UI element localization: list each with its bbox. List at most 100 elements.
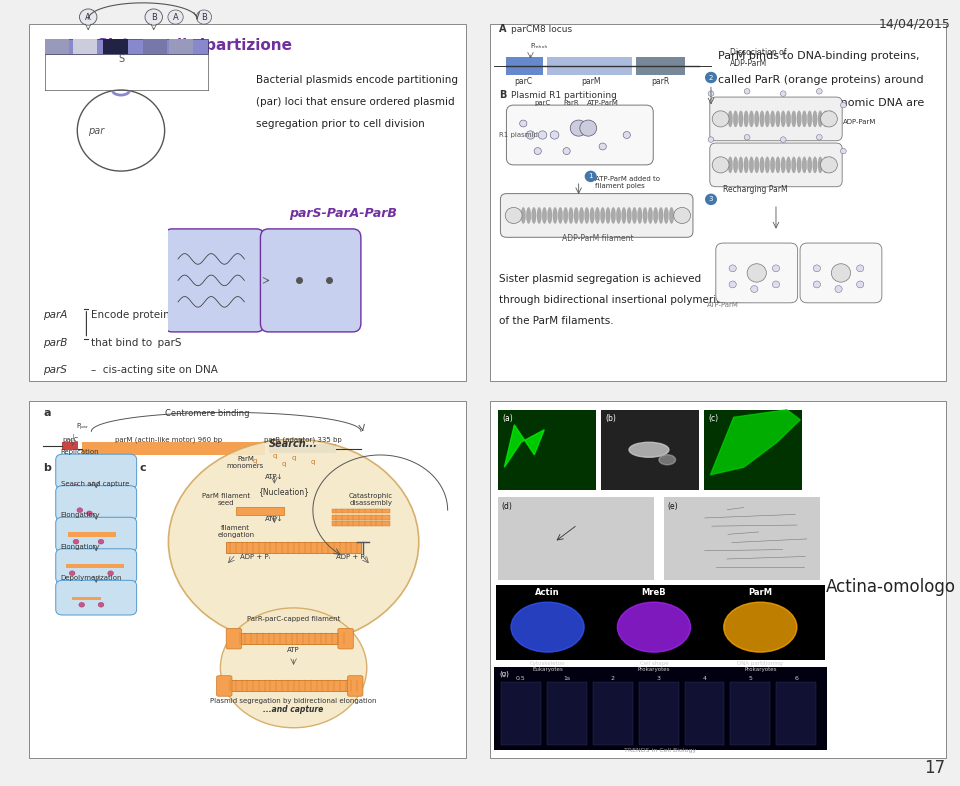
Text: parA: parA xyxy=(43,310,67,320)
Text: ADP-ParM filament: ADP-ParM filament xyxy=(562,233,634,243)
Text: ParR: ParR xyxy=(564,100,579,106)
Bar xyxy=(601,410,699,490)
Bar xyxy=(68,532,116,537)
Ellipse shape xyxy=(553,208,557,223)
Text: MreB: MreB xyxy=(641,589,666,597)
Text: 1: 1 xyxy=(588,174,593,179)
Bar xyxy=(636,57,684,75)
Ellipse shape xyxy=(629,443,669,457)
Ellipse shape xyxy=(558,208,563,223)
FancyBboxPatch shape xyxy=(217,676,232,696)
Text: Plasmid segregation by bidirectional elongation: Plasmid segregation by bidirectional elo… xyxy=(210,697,377,703)
Ellipse shape xyxy=(807,111,812,127)
Ellipse shape xyxy=(733,111,737,127)
Bar xyxy=(82,443,265,455)
Bar xyxy=(44,39,208,53)
Ellipse shape xyxy=(824,157,828,173)
Ellipse shape xyxy=(771,157,775,173)
Ellipse shape xyxy=(818,157,823,173)
Circle shape xyxy=(813,265,821,272)
Ellipse shape xyxy=(818,111,823,127)
Text: (c): (c) xyxy=(708,413,719,423)
Circle shape xyxy=(168,439,419,645)
Text: b: b xyxy=(43,463,51,472)
Text: Recharging ParM: Recharging ParM xyxy=(723,185,787,194)
Text: parS: parS xyxy=(43,365,67,375)
Text: (par) loci that ensure ordered plasmid: (par) loci that ensure ordered plasmid xyxy=(256,97,455,107)
Polygon shape xyxy=(504,424,544,467)
Text: (g): (g) xyxy=(499,671,509,678)
Circle shape xyxy=(221,608,367,728)
Circle shape xyxy=(816,89,822,94)
Ellipse shape xyxy=(765,111,770,127)
Text: ...and capture: ...and capture xyxy=(263,705,324,714)
Ellipse shape xyxy=(585,208,589,223)
Text: Plasmid R1 partitioning: Plasmid R1 partitioning xyxy=(512,91,617,100)
Text: ATP-ParM: ATP-ParM xyxy=(587,100,618,106)
Text: par: par xyxy=(88,126,105,135)
Text: segregation prior to cell division: segregation prior to cell division xyxy=(256,119,424,129)
Ellipse shape xyxy=(537,208,541,223)
Circle shape xyxy=(196,10,211,24)
Text: Depolymerization: Depolymerization xyxy=(60,575,122,581)
Text: parM: parM xyxy=(581,77,600,86)
Text: ParR-parC-capped filament: ParR-parC-capped filament xyxy=(247,615,340,622)
Ellipse shape xyxy=(744,157,748,173)
FancyBboxPatch shape xyxy=(800,243,882,303)
Text: coiled: coiled xyxy=(718,122,751,132)
Text: called ParR (orange proteins) around: called ParR (orange proteins) around xyxy=(718,75,924,85)
Bar xyxy=(227,681,361,692)
Text: ParM
monomers: ParM monomers xyxy=(227,456,264,468)
Text: Actina-omologo: Actina-omologo xyxy=(826,578,956,596)
Ellipse shape xyxy=(643,208,647,223)
Circle shape xyxy=(145,9,162,25)
Text: q: q xyxy=(292,454,296,461)
Text: parC: parC xyxy=(535,100,551,106)
Circle shape xyxy=(570,120,588,136)
Ellipse shape xyxy=(511,602,584,652)
Text: Catastrophic
disassembly: Catastrophic disassembly xyxy=(348,494,393,506)
Ellipse shape xyxy=(828,111,833,127)
Circle shape xyxy=(821,157,837,173)
Bar xyxy=(704,410,802,490)
Circle shape xyxy=(708,91,714,97)
FancyBboxPatch shape xyxy=(56,549,136,583)
FancyBboxPatch shape xyxy=(29,24,466,381)
Bar xyxy=(227,542,361,553)
FancyBboxPatch shape xyxy=(56,486,136,520)
Ellipse shape xyxy=(728,157,732,173)
Text: ATP↓: ATP↓ xyxy=(265,516,283,522)
Ellipse shape xyxy=(807,157,812,173)
Text: B: B xyxy=(201,13,207,21)
Text: (a): (a) xyxy=(503,413,514,423)
Circle shape xyxy=(77,508,83,512)
Circle shape xyxy=(599,143,607,150)
Bar xyxy=(592,682,633,744)
FancyBboxPatch shape xyxy=(490,24,946,381)
Text: Bacterial plasmids encode partitioning: Bacterial plasmids encode partitioning xyxy=(256,75,458,85)
Text: S: S xyxy=(118,53,124,64)
Circle shape xyxy=(729,281,736,288)
Ellipse shape xyxy=(828,157,833,173)
Text: parCM8 locus: parCM8 locus xyxy=(512,24,572,34)
Text: Sister plasmid segregation is achieved: Sister plasmid segregation is achieved xyxy=(499,274,702,284)
Circle shape xyxy=(840,149,847,154)
Circle shape xyxy=(751,285,758,292)
FancyBboxPatch shape xyxy=(348,676,363,696)
Bar xyxy=(143,39,167,53)
Circle shape xyxy=(780,91,786,97)
FancyBboxPatch shape xyxy=(260,229,361,332)
Circle shape xyxy=(773,281,780,288)
Text: parR (adaptor) 335 bp: parR (adaptor) 335 bp xyxy=(264,436,342,443)
Circle shape xyxy=(534,148,541,155)
Circle shape xyxy=(840,102,847,108)
Bar xyxy=(777,682,816,744)
Ellipse shape xyxy=(574,208,578,223)
Text: of the ParM filaments.: of the ParM filaments. xyxy=(499,317,613,326)
Ellipse shape xyxy=(813,157,817,173)
Text: ParM binds to DNA-binding proteins,: ParM binds to DNA-binding proteins, xyxy=(718,51,919,61)
Text: parB: parB xyxy=(43,337,67,347)
Circle shape xyxy=(821,111,837,127)
Ellipse shape xyxy=(568,208,573,223)
Circle shape xyxy=(705,72,717,83)
